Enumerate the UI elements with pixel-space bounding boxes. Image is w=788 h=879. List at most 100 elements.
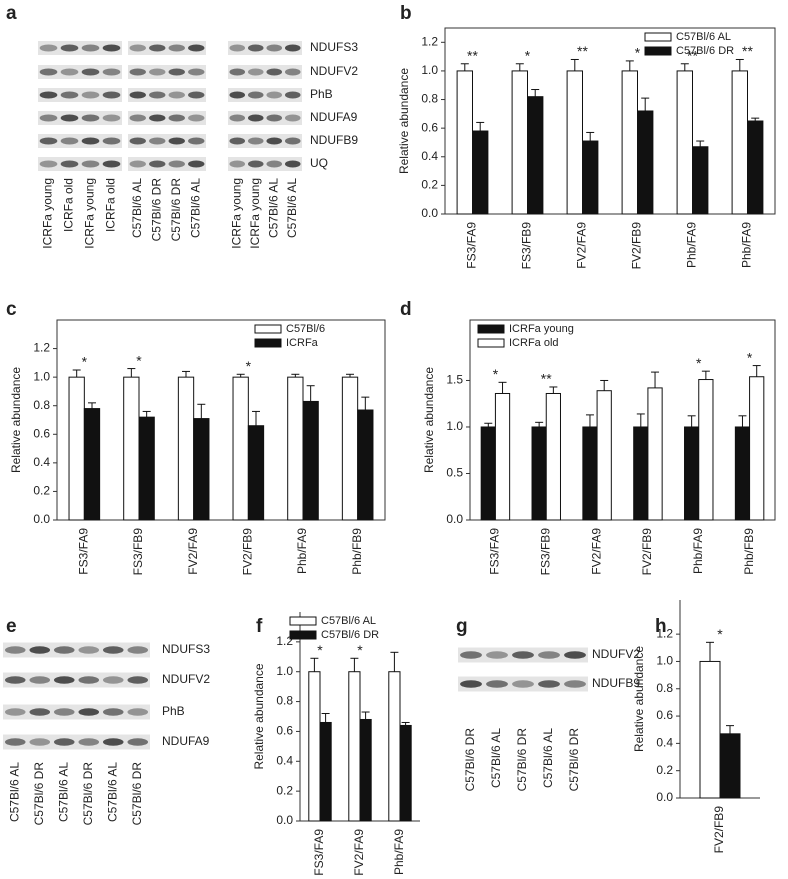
blot-band bbox=[39, 44, 58, 52]
blot-band bbox=[127, 738, 149, 746]
significance-mark: * bbox=[635, 45, 641, 61]
significance-mark: * bbox=[493, 366, 499, 382]
blot-band bbox=[102, 44, 121, 52]
blot-band bbox=[39, 91, 58, 99]
blot-band bbox=[284, 68, 301, 76]
blot-band bbox=[266, 114, 283, 122]
band-label: PhB bbox=[162, 704, 185, 718]
blot-band bbox=[486, 651, 508, 659]
bar bbox=[511, 70, 528, 215]
y-tick-label: 0.8 bbox=[421, 92, 438, 106]
y-tick-label: 0.2 bbox=[33, 484, 50, 498]
panel-letter: f bbox=[256, 616, 263, 637]
significance-mark: * bbox=[747, 349, 753, 365]
y-tick-label: 1.5 bbox=[446, 373, 463, 387]
significance-mark: ** bbox=[467, 47, 478, 63]
lane-label: ICRFa old bbox=[62, 178, 76, 232]
significance-mark: ** bbox=[742, 43, 753, 59]
lane-label: ICRFa young bbox=[229, 178, 243, 249]
blot-band bbox=[102, 68, 121, 76]
blot-band bbox=[60, 160, 79, 168]
panel-letter: d bbox=[400, 299, 412, 320]
blot-strip bbox=[38, 134, 122, 148]
x-tick-label: Phb/FB9 bbox=[350, 528, 364, 575]
blot-band bbox=[512, 651, 534, 659]
y-axis-label: Relative abundance bbox=[9, 367, 23, 473]
blot-band bbox=[266, 160, 283, 168]
bar bbox=[247, 425, 265, 521]
y-tick-label: 1.2 bbox=[33, 341, 50, 355]
blot-strip bbox=[228, 134, 302, 148]
blot-band bbox=[81, 114, 100, 122]
bar bbox=[596, 390, 612, 521]
x-tick-label: Phb/FA9 bbox=[295, 528, 309, 574]
blot-band bbox=[81, 91, 100, 99]
blot-strip bbox=[128, 134, 206, 148]
panel-letter: h bbox=[655, 616, 667, 637]
lane-label: ICRFa young bbox=[83, 178, 97, 249]
blot-band bbox=[78, 676, 100, 684]
y-tick-label: 0.6 bbox=[421, 120, 438, 134]
significance-mark: * bbox=[136, 352, 142, 368]
bar bbox=[456, 70, 474, 215]
blot-strip bbox=[228, 65, 302, 79]
blot-band bbox=[102, 91, 121, 99]
blot-band bbox=[129, 91, 146, 99]
blot-band bbox=[102, 137, 121, 145]
bar bbox=[472, 130, 489, 215]
legend-swatch bbox=[477, 324, 505, 334]
x-tick-label: Phb/FA9 bbox=[691, 528, 705, 574]
blot-band bbox=[4, 646, 26, 654]
y-tick-label: 0.5 bbox=[446, 466, 463, 480]
legend-label: C57Bl/6 AL bbox=[676, 31, 731, 43]
blot-band bbox=[78, 738, 100, 746]
blot-band bbox=[229, 44, 246, 52]
blot-band bbox=[127, 646, 149, 654]
y-tick-label: 1.0 bbox=[421, 63, 438, 77]
significance-mark: * bbox=[717, 626, 723, 642]
blot-band bbox=[229, 160, 246, 168]
blot-band bbox=[538, 651, 560, 659]
legend-swatch bbox=[254, 338, 282, 348]
bar bbox=[676, 70, 693, 215]
blot-band bbox=[53, 676, 75, 684]
blot-band bbox=[564, 651, 586, 659]
plot-frame bbox=[469, 319, 776, 521]
legend-swatch bbox=[644, 32, 672, 42]
y-tick-label: 0.8 bbox=[656, 681, 673, 695]
legend-label: ICRFa bbox=[286, 337, 319, 349]
bar bbox=[699, 660, 721, 799]
blot-band bbox=[81, 68, 100, 76]
blot-band bbox=[284, 44, 301, 52]
blot-strip bbox=[128, 157, 206, 171]
x-tick-label: Phb/FA9 bbox=[392, 829, 406, 875]
x-tick-label: Phb/FB9 bbox=[742, 528, 756, 575]
blot-band bbox=[127, 676, 149, 684]
y-tick-label: 0.0 bbox=[421, 206, 438, 220]
x-tick-label: FS3/FA9 bbox=[312, 829, 326, 876]
blot-band bbox=[149, 160, 166, 168]
x-tick-label: FV2/FA9 bbox=[352, 829, 366, 876]
blot-band bbox=[129, 68, 146, 76]
bar bbox=[647, 387, 663, 521]
legend-label: C57Bl/6 bbox=[286, 323, 325, 335]
y-tick-label: 0.2 bbox=[421, 178, 438, 192]
significance-mark: * bbox=[82, 354, 88, 370]
blot-band bbox=[247, 68, 264, 76]
x-tick-label: FS3/FA9 bbox=[465, 222, 479, 269]
y-tick-label: 0.8 bbox=[276, 694, 293, 708]
blot-band bbox=[53, 738, 75, 746]
bar bbox=[747, 120, 764, 215]
y-tick-label: 0.0 bbox=[33, 512, 50, 526]
band-label: NDUFS3 bbox=[310, 40, 358, 54]
band-label: NDUFV2 bbox=[310, 64, 358, 78]
blot-band bbox=[247, 137, 264, 145]
bar bbox=[494, 392, 511, 521]
blot-band bbox=[102, 676, 124, 684]
blot-band bbox=[102, 160, 121, 168]
blot-band bbox=[60, 68, 79, 76]
y-tick-label: 1.2 bbox=[276, 634, 293, 648]
blot-band bbox=[168, 160, 185, 168]
band-label: PhB bbox=[310, 87, 333, 101]
